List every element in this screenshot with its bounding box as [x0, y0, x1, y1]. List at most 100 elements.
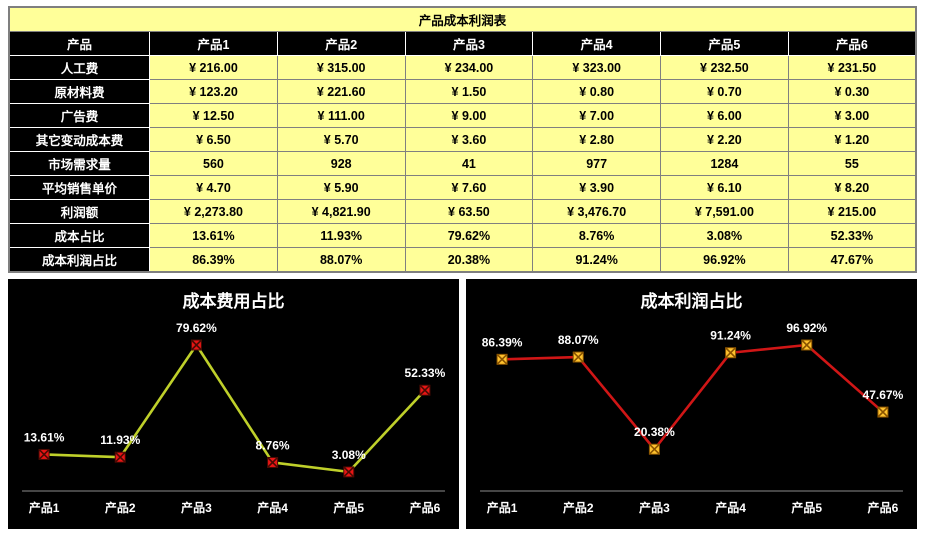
cell[interactable]: ¥ 5.70	[276, 127, 406, 152]
category-label: 产品6	[410, 500, 441, 515]
point-label: 13.61%	[24, 430, 65, 444]
cell[interactable]: 20.38%	[404, 247, 534, 273]
marker-x-stroke	[725, 347, 737, 359]
cell[interactable]: ¥ 2.80	[532, 127, 662, 152]
row-label[interactable]: 其它变动成本费	[8, 127, 151, 152]
cell[interactable]: 86.39%	[149, 247, 278, 273]
cell[interactable]: 977	[532, 151, 662, 176]
cell[interactable]: ¥ 2,273.80	[149, 199, 278, 224]
point-label: 20.38%	[634, 425, 675, 439]
cell[interactable]: ¥ 63.50	[404, 199, 534, 224]
row-label[interactable]: 成本占比	[8, 223, 151, 248]
cell[interactable]: ¥ 8.20	[787, 175, 917, 200]
cell[interactable]: ¥ 323.00	[532, 55, 662, 80]
data-point-marker[interactable]	[725, 347, 737, 359]
cell[interactable]: ¥ 4,821.90	[276, 199, 406, 224]
cell[interactable]: ¥ 315.00	[276, 55, 406, 80]
cell[interactable]: 13.61%	[149, 223, 278, 248]
cell[interactable]: 41	[404, 151, 534, 176]
column-header-product[interactable]: 产品	[8, 31, 151, 56]
cell[interactable]: 560	[149, 151, 278, 176]
data-point-marker[interactable]	[38, 448, 50, 461]
data-point-marker[interactable]	[190, 339, 202, 351]
category-label: 产品1	[29, 500, 60, 515]
data-point-marker[interactable]	[114, 451, 126, 463]
cell[interactable]: 3.08%	[660, 223, 789, 248]
profit-ratio-line-chart[interactable]: 成本利润占比 86.39% 产品1 88.07% 产品2 20.38% 产品3 91.24% 产…	[466, 279, 917, 529]
cell[interactable]: ¥ 6.00	[660, 103, 789, 128]
cell[interactable]: 11.93%	[276, 223, 406, 248]
cost-profit-table: 产品成本利润表 产品 产品1 产品2 产品3 产品4 产品5 产品6 人工费 ¥ 216.00…	[8, 6, 917, 273]
cell[interactable]: ¥ 3.90	[532, 175, 662, 200]
data-point-marker[interactable]	[419, 384, 431, 396]
cell[interactable]: 1284	[660, 151, 789, 176]
cell[interactable]: ¥ 0.70	[660, 79, 789, 104]
cell[interactable]: ¥ 3.00	[787, 103, 917, 128]
chart-title: 成本费用占比	[182, 291, 284, 311]
cell[interactable]: ¥ 3.60	[404, 127, 534, 152]
row-label[interactable]: 人工费	[8, 55, 151, 80]
title-row: 产品成本利润表	[8, 6, 917, 32]
cell[interactable]: ¥ 1.20	[787, 127, 917, 152]
cell[interactable]: 79.62%	[404, 223, 534, 248]
row-label[interactable]: 利润额	[8, 199, 151, 224]
cell[interactable]: ¥ 5.90	[276, 175, 406, 200]
cell[interactable]: 55	[787, 151, 917, 176]
point-label: 79.62%	[176, 321, 217, 335]
cell[interactable]: ¥ 123.20	[149, 79, 278, 104]
cell[interactable]: 91.24%	[532, 247, 662, 273]
data-point-marker[interactable]	[877, 406, 889, 418]
row-label[interactable]: 市场需求量	[8, 151, 151, 176]
row-label[interactable]: 原材料费	[8, 79, 151, 104]
data-point-marker[interactable]	[496, 353, 508, 365]
data-point-marker[interactable]	[801, 339, 813, 351]
profit-ratio-chart-panel[interactable]: 成本利润占比 86.39% 产品1 88.07% 产品2 20.38% 产品3 91.24% 产…	[466, 279, 917, 529]
cell[interactable]: ¥ 234.00	[404, 55, 534, 80]
cell[interactable]: ¥ 12.50	[149, 103, 278, 128]
point-label: 86.39%	[482, 335, 523, 349]
column-header[interactable]: 产品3	[404, 31, 534, 56]
cell[interactable]: 47.67%	[787, 247, 917, 273]
cell[interactable]: 96.92%	[660, 247, 789, 273]
column-header[interactable]: 产品6	[787, 31, 917, 56]
cell[interactable]: 8.76%	[532, 223, 662, 248]
cell[interactable]: ¥ 6.10	[660, 175, 789, 200]
cell[interactable]: ¥ 2.20	[660, 127, 789, 152]
column-header[interactable]: 产品2	[276, 31, 406, 56]
cell[interactable]: ¥ 1.50	[404, 79, 534, 104]
cell[interactable]: ¥ 4.70	[149, 175, 278, 200]
data-point-marker[interactable]	[343, 466, 355, 478]
column-header[interactable]: 产品5	[660, 31, 789, 56]
cell[interactable]: ¥ 7,591.00	[660, 199, 789, 224]
cell[interactable]: ¥ 232.50	[660, 55, 789, 80]
cell[interactable]: 88.07%	[276, 247, 406, 273]
row-label[interactable]: 成本利润占比	[8, 247, 151, 273]
cell[interactable]: ¥ 231.50	[787, 55, 917, 80]
cell[interactable]: ¥ 221.60	[276, 79, 406, 104]
point-label: 91.24%	[710, 329, 751, 343]
cell[interactable]: ¥ 6.50	[149, 127, 278, 152]
row-label[interactable]: 广告费	[8, 103, 151, 128]
data-point-marker[interactable]	[572, 351, 584, 363]
cell[interactable]: 52.33%	[787, 223, 917, 248]
cost-ratio-chart-panel[interactable]: 成本费用占比 13.61% 产品1 11.93% 产品2 79.62% 产品3 8.76% 产品…	[8, 279, 459, 529]
cell[interactable]: ¥ 3,476.70	[532, 199, 662, 224]
cell[interactable]: ¥ 216.00	[149, 55, 278, 80]
column-header[interactable]: 产品1	[149, 31, 278, 56]
table-title[interactable]: 产品成本利润表	[8, 6, 917, 32]
cost-ratio-line-chart[interactable]: 成本费用占比 13.61% 产品1 11.93% 产品2 79.62% 产品3 8.76% 产品…	[8, 279, 459, 529]
cell[interactable]: ¥ 7.00	[532, 103, 662, 128]
cell[interactable]: ¥ 9.00	[404, 103, 534, 128]
cell[interactable]: ¥ 111.00	[276, 103, 406, 128]
column-header[interactable]: 产品4	[532, 31, 662, 56]
data-point-marker[interactable]	[648, 443, 660, 455]
cell[interactable]: 928	[276, 151, 406, 176]
data-point-marker[interactable]	[267, 456, 279, 469]
row-label[interactable]: 平均销售单价	[8, 175, 151, 200]
cell[interactable]: ¥ 0.80	[532, 79, 662, 104]
cell[interactable]: ¥ 215.00	[787, 199, 917, 224]
cell[interactable]: ¥ 7.60	[404, 175, 534, 200]
table-row: 原材料费 ¥ 123.20 ¥ 221.60 ¥ 1.50 ¥ 0.80 ¥ 0.70 ¥ …	[8, 79, 917, 104]
cell[interactable]: ¥ 0.30	[787, 79, 917, 104]
marker-x-stroke	[496, 353, 508, 365]
